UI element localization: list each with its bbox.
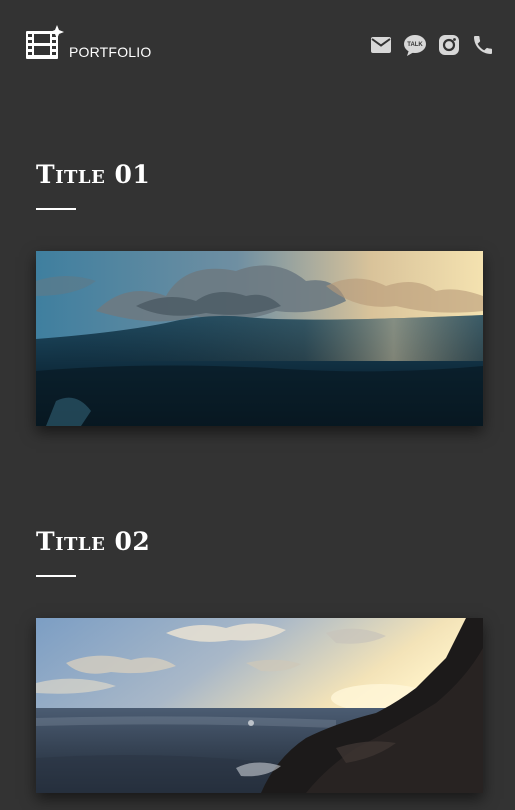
rocky-coast-image [36,618,483,793]
social-links: TALK [359,33,495,57]
thumbnail-ocean-wave[interactable] [36,251,483,426]
site-header: PORTFOLIO TALK [0,0,515,90]
title-underline [36,575,76,577]
ocean-wave-image [36,251,483,426]
brand-link[interactable]: PORTFOLIO [24,25,151,61]
title-underline [36,208,76,210]
phone-link[interactable] [471,33,495,57]
instagram-icon [439,35,459,55]
talk-badge-text: TALK [407,42,423,48]
thumbnail-rocky-coast[interactable] [36,618,483,793]
kakaotalk-icon: TALK [404,35,426,56]
section-title: Title 02 [36,527,151,556]
mail-link[interactable] [369,33,393,57]
portfolio-section-02: Title 02 [36,527,483,793]
mail-icon [371,37,391,53]
brand-label: PORTFOLIO [69,43,152,60]
film-sparkle-icon [26,25,64,59]
phone-icon [474,36,492,54]
kakaotalk-link[interactable]: TALK [403,33,427,57]
section-title: Title 01 [36,160,151,189]
portfolio-section-01: Title 01 [36,160,483,426]
instagram-link[interactable] [437,33,461,57]
